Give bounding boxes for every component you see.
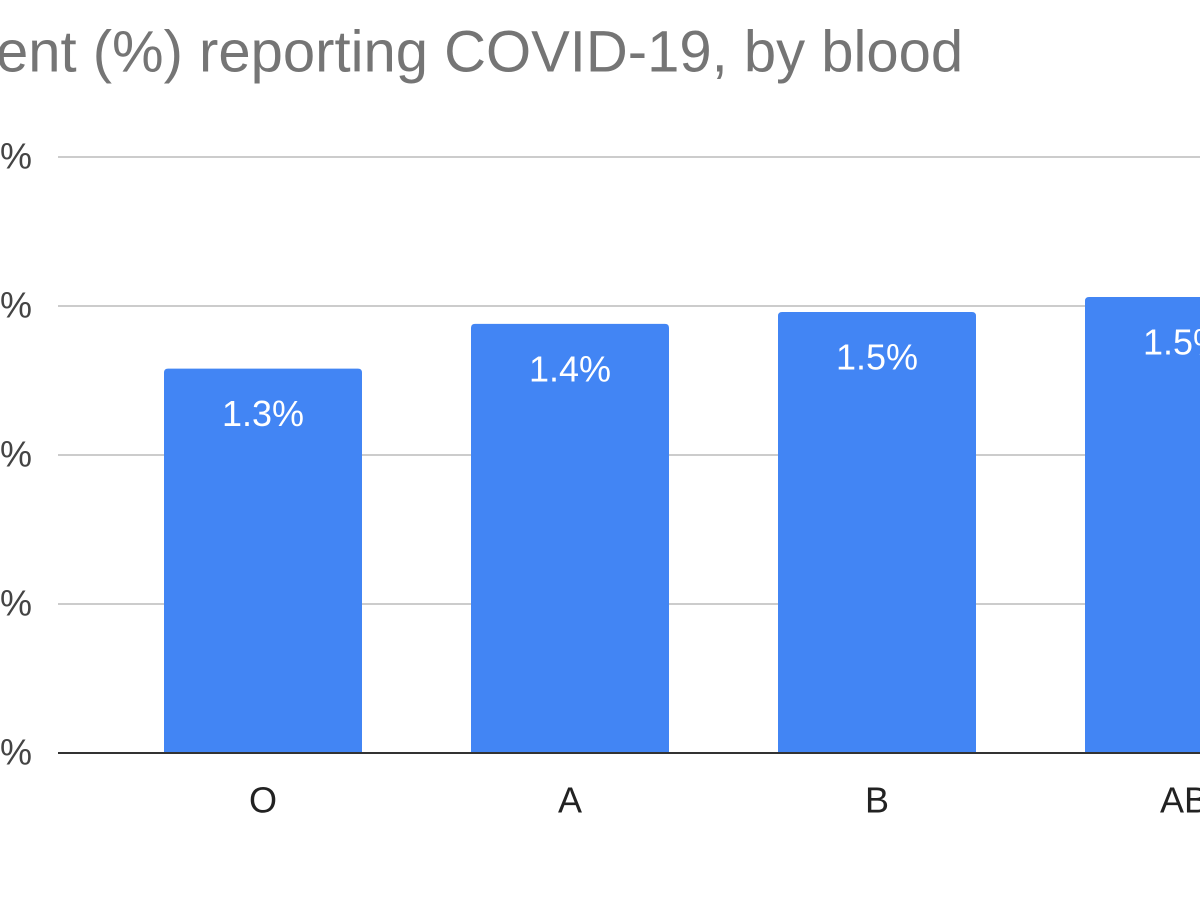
bar xyxy=(471,323,669,753)
y-tick-label: % xyxy=(0,583,32,624)
bar xyxy=(164,368,362,753)
value-label: 1.3% xyxy=(222,393,304,434)
y-tick-label: % xyxy=(0,136,32,177)
value-label: 1.5% xyxy=(1143,322,1200,363)
y-tick-label: % xyxy=(0,732,32,773)
bar xyxy=(1085,297,1200,753)
x-tick-label: AB xyxy=(1160,780,1200,821)
x-tick-label: A xyxy=(558,780,582,821)
y-tick-label: % xyxy=(0,434,32,475)
x-tick-label: B xyxy=(865,780,889,821)
chart-title: ent (%) reporting COVID-19, by blood xyxy=(0,19,963,84)
value-label: 1.4% xyxy=(529,348,611,389)
value-label: 1.5% xyxy=(836,336,918,377)
x-tick-label: O xyxy=(249,780,277,821)
y-tick-label: % xyxy=(0,285,32,326)
bar xyxy=(778,311,976,753)
